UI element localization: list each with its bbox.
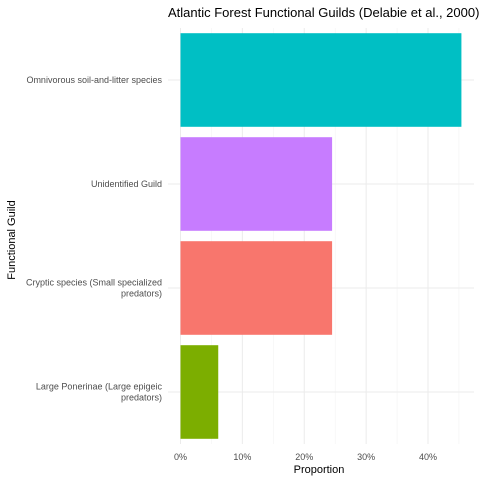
y-axis-categories: Omnivorous soil-and-litter species Uniden… — [26, 75, 163, 403]
x-tick-label: 0% — [174, 452, 187, 462]
category-label: Omnivorous soil-and-litter species — [26, 75, 162, 85]
bar — [180, 137, 333, 231]
chart-title: Atlantic Forest Functional Guilds (Delab… — [168, 5, 479, 20]
y-axis-title: Functional Guild — [6, 200, 18, 280]
x-tick-label: 10% — [233, 452, 251, 462]
bars — [180, 33, 462, 439]
category-label: Large Ponerinae (Large epigeic predators) — [36, 382, 163, 403]
bar — [180, 241, 333, 335]
category-label: Cryptic species (Small specialized predat… — [26, 278, 162, 299]
bar — [180, 33, 462, 127]
x-axis-ticks: 0% 10% 20% 30% 40% — [174, 452, 437, 462]
x-tick-label: 20% — [295, 452, 313, 462]
category-label: Unidentified Guild — [91, 179, 162, 189]
x-tick-label: 40% — [419, 452, 437, 462]
x-axis-title: Proportion — [294, 464, 345, 476]
bar — [180, 345, 219, 439]
x-tick-label: 30% — [357, 452, 375, 462]
